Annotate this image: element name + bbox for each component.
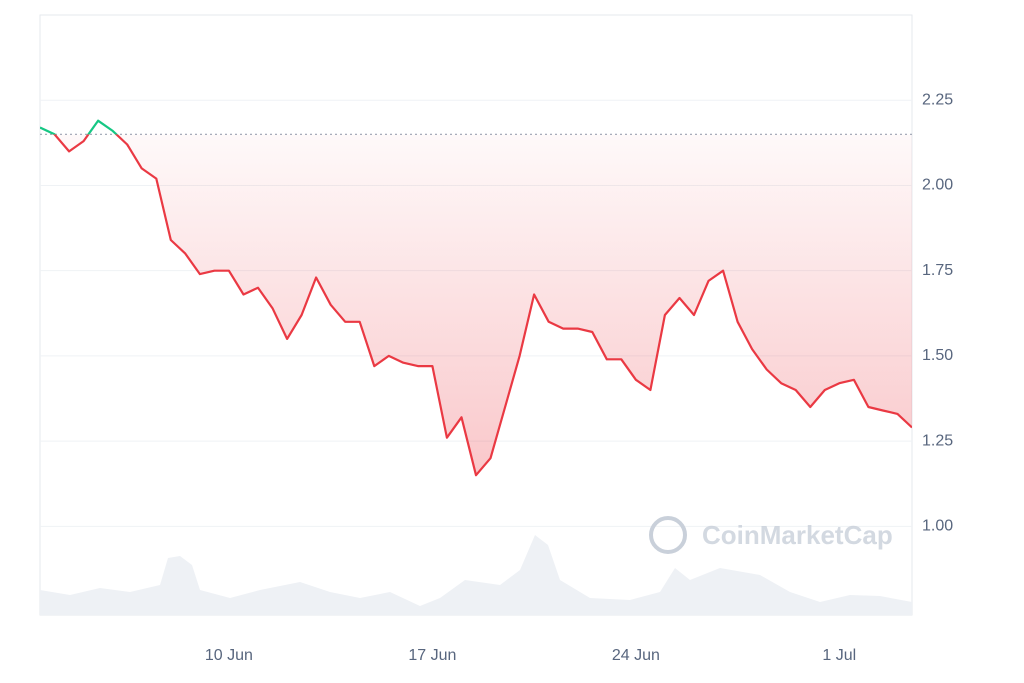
y-tick-label: 1.50 <box>922 347 953 364</box>
y-tick-label: 1.00 <box>922 518 953 535</box>
y-tick-label: 1.25 <box>922 432 953 449</box>
x-tick-label: 10 Jun <box>205 647 253 664</box>
y-tick-label: 2.25 <box>922 91 953 108</box>
x-tick-label: 1 Jul <box>822 647 856 664</box>
x-tick-label: 24 Jun <box>612 647 660 664</box>
price-line <box>51 134 912 477</box>
x-tick-label: 17 Jun <box>408 647 456 664</box>
watermark: CoinMarketCap <box>702 520 893 550</box>
volume-area <box>40 535 912 615</box>
watermark-logo <box>649 516 687 554</box>
y-tick-label: 1.75 <box>922 262 953 279</box>
y-tick-label: 2.00 <box>922 177 953 194</box>
price-area <box>54 134 912 476</box>
